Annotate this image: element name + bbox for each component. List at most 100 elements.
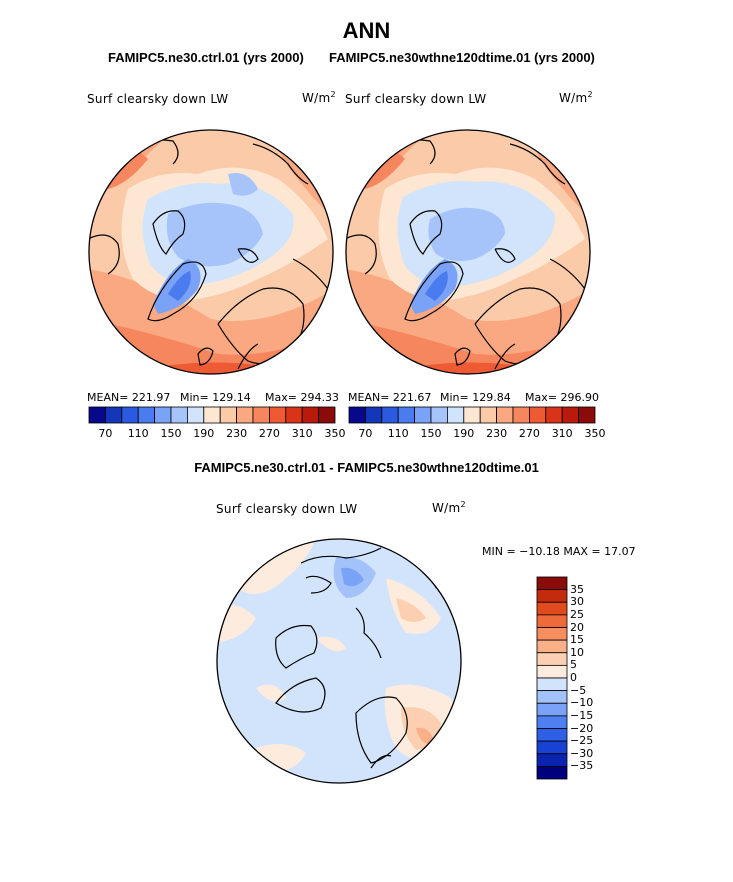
colorbar-tick-label: 270 (518, 427, 540, 440)
colorbar-swatch (512, 406, 530, 424)
figure-title: ANN (342, 18, 391, 43)
colorbar-tick-label: 270 (258, 427, 280, 440)
right-colorbar (348, 406, 596, 424)
colorbar-swatch (536, 740, 568, 755)
unit-base: W/m (432, 501, 461, 515)
right-max: Max= 296.90 (525, 391, 599, 404)
colorbar-tick-label: 70 (98, 427, 113, 440)
left-min: Min= 129.14 (180, 391, 251, 404)
colorbar-swatch (479, 406, 497, 424)
colorbar-swatch (536, 639, 568, 654)
colorbar-swatch (285, 406, 303, 424)
difference-polar-map (216, 538, 462, 784)
colorbar-swatch (496, 406, 514, 424)
diff-variable-label: Surf clearsky down LW (216, 502, 358, 516)
colorbar-swatch (536, 627, 568, 641)
colorbar-swatch (170, 406, 188, 424)
right-min: Min= 129.84 (440, 391, 511, 404)
unit-base: W/m (302, 91, 331, 105)
right-colorbar-ticks: 70 110 150 190 230 270 310 350 (349, 427, 605, 441)
diff-minmax: MIN = −10.18 MAX = 17.07 (482, 545, 636, 558)
colorbar-tick-label: 110 (127, 427, 149, 440)
colorbar-swatch (364, 406, 383, 424)
colorbar-tick-label: −30 (570, 746, 594, 760)
colorbar-tick-label: 30 (570, 595, 584, 609)
right-polar-map (345, 129, 591, 375)
left-mean: MEAN= 221.97 (87, 391, 171, 404)
colorbar-swatch (578, 406, 596, 424)
colorbar-swatch (536, 728, 568, 742)
left-variable-label: Surf clearsky down LW (87, 92, 229, 106)
colorbar-swatch (381, 406, 399, 424)
colorbar-tick-label: 190 (193, 427, 215, 440)
colorbar-swatch (219, 406, 237, 424)
colorbar-tick-label: −20 (570, 721, 594, 735)
colorbar-swatch (536, 753, 568, 767)
colorbar-swatch (536, 614, 568, 628)
colorbar-swatch (88, 406, 106, 424)
colorbar-swatch (536, 677, 568, 692)
colorbar-tick-label: 110 (387, 427, 409, 440)
colorbar-swatch (154, 406, 172, 424)
left-max: Max= 294.33 (265, 391, 339, 404)
colorbar-tick-label: 70 (358, 427, 373, 440)
colorbar-swatch (536, 652, 568, 666)
colorbar-swatch (536, 702, 568, 717)
colorbar-swatch (318, 406, 336, 424)
colorbar-swatch (104, 406, 123, 424)
colorbar-tick-label: 5 (570, 658, 577, 672)
unit-exp: 2 (587, 90, 593, 99)
right-panel-title: FAMIPC5.ne30wthne120dtime.01 (yrs 2000) (329, 50, 595, 65)
colorbar-swatch (252, 406, 270, 424)
left-colorbar-ticks: 70 110 150 190 230 270 310 350 (89, 427, 345, 441)
colorbar-swatch (447, 406, 465, 424)
colorbar-swatch (536, 765, 568, 780)
colorbar-swatch (561, 406, 579, 424)
unit-base: W/m (559, 91, 588, 105)
colorbar-tick-label: 15 (570, 633, 584, 647)
colorbar-swatch (121, 406, 139, 424)
colorbar-tick-label: 310 (551, 427, 573, 440)
colorbar-swatch (430, 406, 448, 424)
right-variable-label: Surf clearsky down LW (345, 92, 487, 106)
colorbar-tick-label: −5 (570, 683, 587, 697)
left-colorbar (88, 406, 336, 424)
left-unit-label: W/m2 (302, 90, 336, 105)
colorbar-swatch (463, 406, 481, 424)
unit-exp: 2 (330, 90, 336, 99)
colorbar-tick-label: 35 (570, 582, 584, 596)
colorbar-tick-label: 350 (584, 427, 606, 440)
colorbar-tick-label: 25 (570, 607, 584, 621)
colorbar-swatch (545, 406, 563, 424)
diff-unit-label: W/m2 (432, 500, 466, 515)
colorbar-swatch (397, 406, 416, 424)
colorbar-swatch (301, 406, 319, 424)
colorbar-swatch (536, 589, 568, 603)
colorbar-swatch (348, 406, 366, 424)
unit-exp: 2 (460, 500, 466, 509)
colorbar-swatch (268, 406, 287, 424)
difference-title: FAMIPC5.ne30.ctrl.01 - FAMIPC5.ne30wthne… (194, 460, 539, 475)
left-polar-map (88, 129, 334, 375)
difference-colorbar (536, 576, 568, 780)
colorbar-swatch (203, 406, 221, 424)
colorbar-tick-label: 20 (570, 620, 584, 634)
colorbar-swatch (187, 406, 205, 424)
colorbar-swatch (536, 690, 568, 704)
colorbar-tick-label: 0 (570, 671, 577, 684)
right-unit-label: W/m2 (559, 90, 593, 105)
colorbar-tick-label: 150 (420, 427, 442, 440)
colorbar-tick-label: 310 (291, 427, 313, 440)
colorbar-swatch (536, 715, 568, 729)
colorbar-swatch (137, 406, 156, 424)
colorbar-tick-label: 10 (570, 645, 584, 659)
colorbar-swatch (528, 406, 547, 424)
colorbar-tick-label: 150 (160, 427, 182, 440)
colorbar-tick-label: −35 (570, 759, 594, 773)
colorbar-swatch (236, 406, 254, 424)
diff-colorbar-ticks: 35 30 25 20 15 10 5 0 −5 −10 −15 −20 −25 −30 −35 (570, 577, 610, 779)
left-panel-title: FAMIPC5.ne30.ctrl.01 (yrs 2000) (108, 50, 304, 65)
right-mean: MEAN= 221.67 (348, 391, 432, 404)
colorbar-swatch (414, 406, 432, 424)
colorbar-tick-label: 230 (486, 427, 508, 440)
